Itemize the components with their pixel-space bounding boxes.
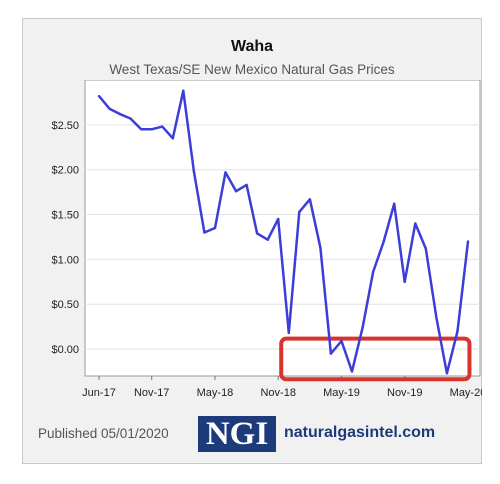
price-line: [98, 89, 470, 375]
data-point: [435, 316, 438, 319]
data-point: [192, 170, 196, 173]
data-point: [139, 128, 143, 131]
y-tick-label: $1.50: [51, 210, 79, 222]
data-point: [213, 226, 217, 230]
chart-title: Waha: [230, 38, 274, 55]
data-point: [340, 339, 343, 343]
data-point: [350, 370, 354, 373]
data-point: [382, 240, 385, 243]
x-tick-label: Jun-17: [82, 387, 116, 399]
x-tick-label: Nov-18: [260, 387, 295, 399]
data-point: [255, 232, 259, 235]
data-point: [319, 246, 322, 249]
y-tick-label: $2.50: [51, 120, 79, 132]
data-point: [466, 240, 470, 243]
data-point: [203, 231, 206, 234]
data-point: [371, 270, 375, 274]
x-axis-ticks: Jun-17 Nov-17 May-18 Nov-18 May-19 Nov-19 May-…: [82, 376, 482, 399]
data-point: [150, 128, 153, 131]
data-point: [445, 372, 449, 375]
y-tick-label: $2.00: [51, 165, 79, 177]
data-point: [424, 247, 428, 250]
data-point: [118, 112, 122, 116]
data-point: [403, 280, 406, 284]
data-point: [298, 210, 301, 214]
data-point: [97, 94, 101, 98]
data-point: [129, 117, 132, 120]
chart-subtitle: West Texas/SE New Mexico Natural Gas Pri…: [109, 62, 395, 77]
data-point: [171, 137, 174, 140]
y-tick-label: $0.00: [51, 344, 79, 356]
data-point: [414, 222, 417, 225]
ngi-logo: NGI: [198, 416, 276, 452]
x-tick-label: Nov-19: [387, 387, 422, 399]
data-point: [287, 331, 290, 335]
x-tick-label: May-19: [323, 387, 360, 399]
data-point: [245, 183, 248, 187]
y-tick-label: $1.00: [51, 254, 79, 266]
published-date: Published 05/01/2020: [38, 426, 169, 441]
data-point: [266, 238, 269, 241]
data-point: [182, 89, 185, 92]
y-axis-ticks: $2.50 $2.00 $1.50 $1.00 $0.50 $0.00: [51, 120, 79, 356]
data-point: [108, 107, 111, 110]
data-point: [224, 171, 227, 174]
x-tick-label: May-20: [450, 387, 482, 399]
highlight-box: [279, 336, 472, 382]
data-point: [277, 217, 280, 221]
x-tick-label: May-18: [197, 387, 234, 399]
data-point: [161, 125, 164, 128]
data-point: [393, 202, 396, 205]
data-point: [329, 352, 333, 355]
data-point: [308, 198, 312, 201]
data-point: [234, 190, 238, 193]
price-chart: $2.50 $2.00 $1.50 $1.00 $0.50 $0.00 Jun-17 Nov…: [51, 80, 482, 399]
data-points: [97, 89, 470, 375]
x-tick-label: Nov-17: [134, 387, 169, 399]
data-point: [456, 329, 459, 333]
data-point: [361, 326, 364, 329]
site-link[interactable]: naturalgasintel.com: [284, 424, 436, 441]
y-tick-label: $0.50: [51, 299, 79, 311]
